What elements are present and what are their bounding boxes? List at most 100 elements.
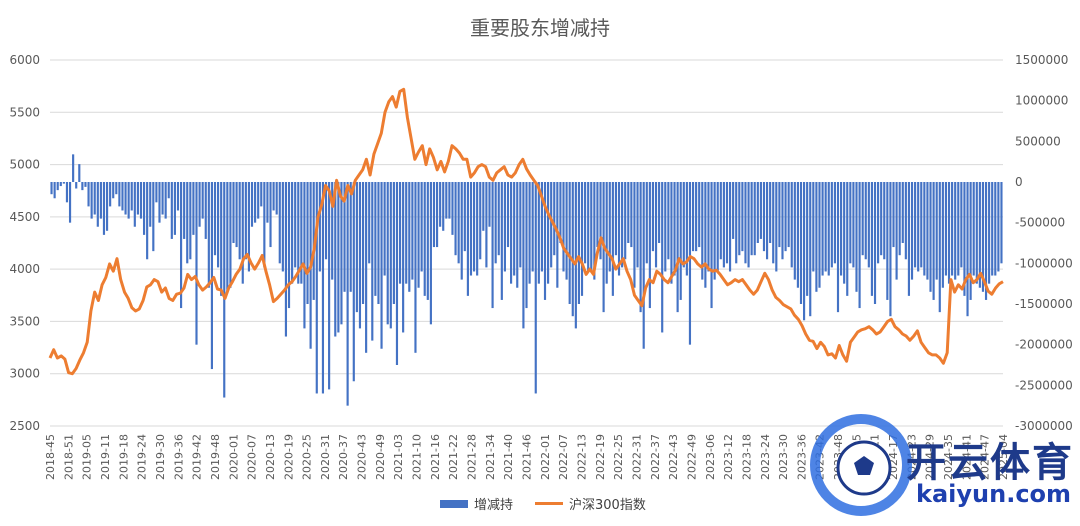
bar: [263, 182, 266, 268]
bar: [179, 182, 183, 309]
bar: [392, 182, 395, 304]
bar: [704, 182, 707, 288]
left-tick-label: 4000: [9, 262, 40, 276]
bar: [636, 182, 639, 268]
x-tick-label: 2023-06: [704, 434, 717, 480]
bar: [65, 182, 69, 203]
bar: [241, 182, 244, 284]
bar: [516, 182, 519, 288]
x-tick-label: 2021-22: [447, 434, 460, 480]
legend-swatch-line: [535, 502, 564, 505]
bar: [799, 182, 803, 304]
bar: [244, 182, 247, 260]
bar: [858, 182, 861, 309]
chart-title: 重要股东增减持: [470, 16, 610, 40]
bar: [596, 182, 599, 248]
bar: [994, 182, 997, 276]
x-tick-label: 2020-49: [374, 434, 387, 480]
bar: [389, 182, 392, 329]
x-tick-label: 2019-36: [172, 434, 185, 480]
bar: [658, 182, 661, 243]
bar: [229, 182, 232, 288]
x-tick-label: 2021-16: [429, 434, 442, 480]
right-tick-label: -2500000: [1015, 378, 1073, 392]
bar: [525, 182, 528, 309]
left-tick-label: 3500: [9, 314, 40, 328]
bar: [914, 182, 917, 268]
bar: [201, 182, 204, 219]
bar: [599, 182, 602, 260]
bar: [266, 182, 269, 223]
bar: [78, 164, 81, 182]
bar: [291, 182, 294, 284]
bar: [849, 182, 852, 264]
right-tick-label: -1000000: [1015, 256, 1073, 270]
bar: [257, 182, 260, 219]
bar: [741, 182, 744, 252]
x-tick-label: 2018-51: [62, 434, 75, 480]
bar: [775, 182, 778, 272]
bar: [947, 182, 951, 284]
bar: [895, 182, 898, 280]
x-tick-label: 2023-12: [722, 434, 735, 480]
bar: [472, 182, 476, 272]
bar: [889, 182, 892, 317]
x-tick-label: 2019-11: [99, 434, 112, 480]
bar: [460, 182, 463, 280]
bar: [577, 182, 581, 304]
bar: [966, 182, 969, 317]
bar: [883, 182, 886, 260]
bar: [93, 182, 96, 215]
x-tick-label: 2019-05: [81, 434, 94, 480]
bar: [152, 182, 155, 252]
bar: [988, 182, 991, 284]
bar: [62, 182, 65, 184]
bar: [226, 182, 229, 292]
x-tick-label: 2021-34: [484, 434, 497, 480]
bar: [90, 182, 93, 219]
bar: [189, 182, 192, 260]
bar: [435, 182, 439, 248]
bar: [614, 182, 618, 256]
bar: [84, 182, 87, 187]
bar: [605, 182, 608, 284]
bar: [867, 182, 870, 268]
bar: [368, 182, 371, 264]
bar: [519, 182, 522, 268]
bar: [978, 182, 981, 288]
bar: [451, 182, 454, 235]
x-tick-label: 2020-07: [246, 434, 259, 480]
bar: [284, 182, 288, 337]
x-tick-label: 2019-42: [191, 434, 204, 480]
x-tick-label: 2020-43: [356, 434, 369, 480]
bar: [328, 182, 331, 390]
bar: [260, 182, 263, 207]
bar: [247, 182, 251, 272]
bar: [617, 182, 621, 276]
bar: [56, 182, 59, 191]
bar: [963, 182, 966, 296]
bar: [118, 182, 121, 207]
bar: [170, 182, 173, 239]
bar: [99, 182, 102, 219]
bar: [281, 182, 284, 272]
x-tick-label: 2024-29: [924, 434, 937, 480]
bar: [901, 182, 904, 243]
bar: [497, 182, 500, 256]
bar: [670, 182, 673, 284]
bar: [787, 182, 790, 248]
bar: [155, 182, 158, 203]
bar: [790, 182, 793, 268]
bar: [830, 182, 833, 268]
bar: [951, 182, 954, 276]
bar: [877, 182, 880, 264]
x-tick-label: 2021-10: [411, 434, 424, 480]
bar: [294, 182, 297, 268]
bar: [139, 182, 143, 219]
bar: [769, 182, 772, 243]
bar: [991, 182, 994, 276]
bar: [698, 182, 701, 248]
bar: [713, 182, 716, 280]
bar: [158, 182, 161, 223]
